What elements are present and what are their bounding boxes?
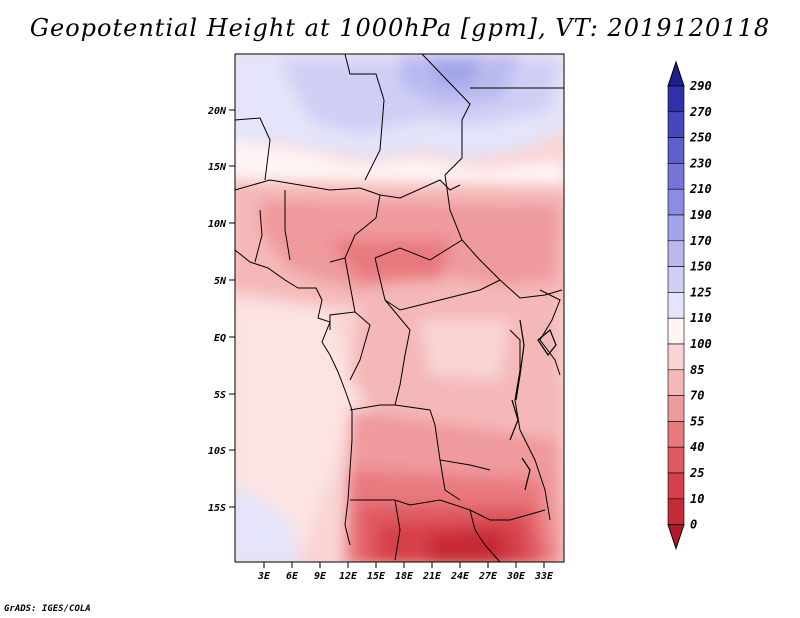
lat-tick-label: 5N xyxy=(214,276,227,287)
colorbar-label: 55 xyxy=(690,414,704,428)
colorbar-label: 230 xyxy=(689,156,712,170)
colorbar-label: 190 xyxy=(690,208,712,222)
colorbar-label: 210 xyxy=(689,182,712,196)
colorbar-top-arrow xyxy=(667,60,685,87)
lon-tick-label: 15E xyxy=(367,571,386,582)
lon-tick-label: 18E xyxy=(395,571,414,582)
colorbar-label: 125 xyxy=(690,285,712,299)
colorbar-label: 70 xyxy=(690,389,704,403)
colorbar-label: 270 xyxy=(689,105,712,119)
colorbar-label: 0 xyxy=(690,518,697,532)
colorbar-swatch xyxy=(667,240,685,267)
colorbar-label: 290 xyxy=(689,79,712,93)
colorbar-swatch xyxy=(667,266,685,293)
colorbar-swatch xyxy=(667,472,685,500)
lon-tick-label: 6E xyxy=(286,571,299,582)
colorbar-swatch xyxy=(667,395,685,422)
lakes xyxy=(509,319,557,491)
geopotential-field xyxy=(235,54,564,562)
lat-tick-label: 20N xyxy=(207,106,227,117)
colorbar: 2902702502302101901701501251101008570554… xyxy=(667,60,712,551)
colorbar-label: 170 xyxy=(690,234,712,248)
map-frame xyxy=(234,53,565,563)
grads-credit: GrADS: IGES/COLA xyxy=(4,604,91,614)
colorbar-label: 110 xyxy=(690,311,712,325)
lon-tick-label: 9E xyxy=(314,571,327,582)
colorbar-swatch xyxy=(667,111,685,138)
lat-tick-label: 10N xyxy=(208,219,227,230)
colorbar-swatch xyxy=(667,446,685,474)
colorbar-swatch xyxy=(667,317,685,345)
colorbar-bottom-arrow xyxy=(667,524,685,551)
colorbar-swatch xyxy=(667,343,685,371)
lon-tick-label: 21E xyxy=(422,571,442,582)
lon-tick-label: 33E xyxy=(534,571,554,582)
lon-tick-label: 27E xyxy=(478,571,498,582)
lon-axis: 3E 6E 9E 12E 15E 18E 21E 24E 27E 30E 33E xyxy=(257,562,554,582)
colorbar-swatch xyxy=(667,292,685,319)
colorbar-label: 250 xyxy=(689,131,712,145)
lat-tick-label: 15N xyxy=(208,162,227,173)
colorbar-swatch xyxy=(667,214,685,242)
lon-tick-label: 3E xyxy=(257,571,271,582)
country-borders xyxy=(235,54,564,562)
colorbar-label: 40 xyxy=(690,440,704,454)
colorbar-label: 100 xyxy=(690,337,712,351)
lat-tick-label: 10S xyxy=(208,446,226,457)
colorbar-swatch xyxy=(667,163,685,190)
colorbar-label: 85 xyxy=(690,363,704,377)
colorbar-swatch xyxy=(667,85,685,113)
colorbar-label: 10 xyxy=(690,492,704,506)
lat-tick-label: 15S xyxy=(208,503,226,514)
colorbar-swatch xyxy=(667,369,685,396)
lat-axis: 20N 15N 10N 5N EQ 5S 10S 15S xyxy=(207,106,235,514)
colorbar-swatch xyxy=(667,188,685,216)
colorbar-swatch xyxy=(667,421,685,448)
chart-title: Geopotential Height at 1000hPa [gpm], VT… xyxy=(29,14,771,42)
colorbar-swatch xyxy=(667,498,685,525)
lat-tick-label: 5S xyxy=(214,390,226,401)
colorbar-label: 150 xyxy=(690,260,712,274)
lon-tick-label: 12E xyxy=(339,571,358,582)
colorbar-label: 25 xyxy=(689,466,704,480)
lon-tick-label: 30E xyxy=(506,571,526,582)
colorbar-swatch xyxy=(667,137,685,164)
lat-tick-label: EQ xyxy=(214,333,226,344)
lon-tick-label: 24E xyxy=(450,571,470,582)
